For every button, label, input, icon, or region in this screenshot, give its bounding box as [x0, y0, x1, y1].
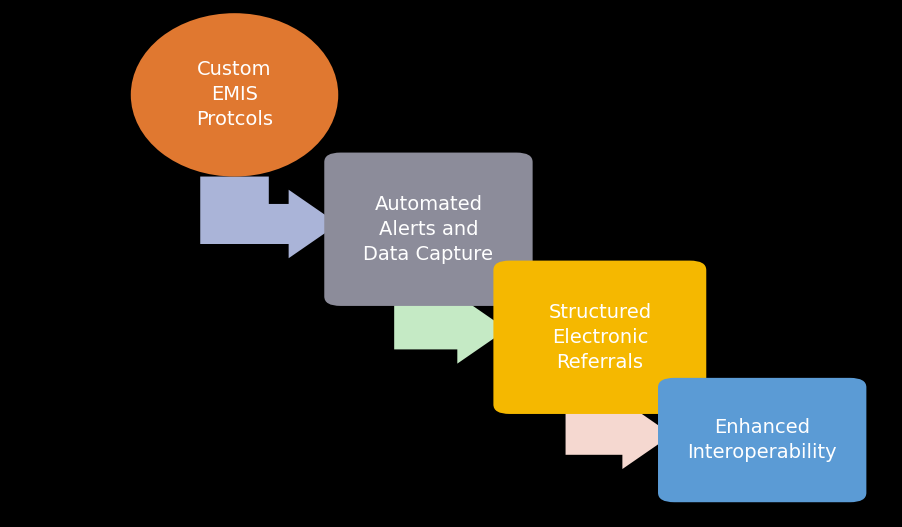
Ellipse shape: [131, 13, 338, 177]
FancyBboxPatch shape: [493, 261, 706, 414]
Polygon shape: [566, 401, 672, 469]
Polygon shape: [394, 295, 507, 364]
FancyBboxPatch shape: [324, 153, 532, 306]
Text: Enhanced
Interoperability: Enhanced Interoperability: [687, 418, 837, 462]
Text: Automated
Alerts and
Data Capture: Automated Alerts and Data Capture: [364, 195, 493, 264]
Text: Custom
EMIS
Protcols: Custom EMIS Protcols: [196, 61, 273, 129]
Polygon shape: [200, 177, 338, 258]
FancyBboxPatch shape: [658, 378, 866, 502]
Text: Structured
Electronic
Referrals: Structured Electronic Referrals: [548, 303, 651, 372]
